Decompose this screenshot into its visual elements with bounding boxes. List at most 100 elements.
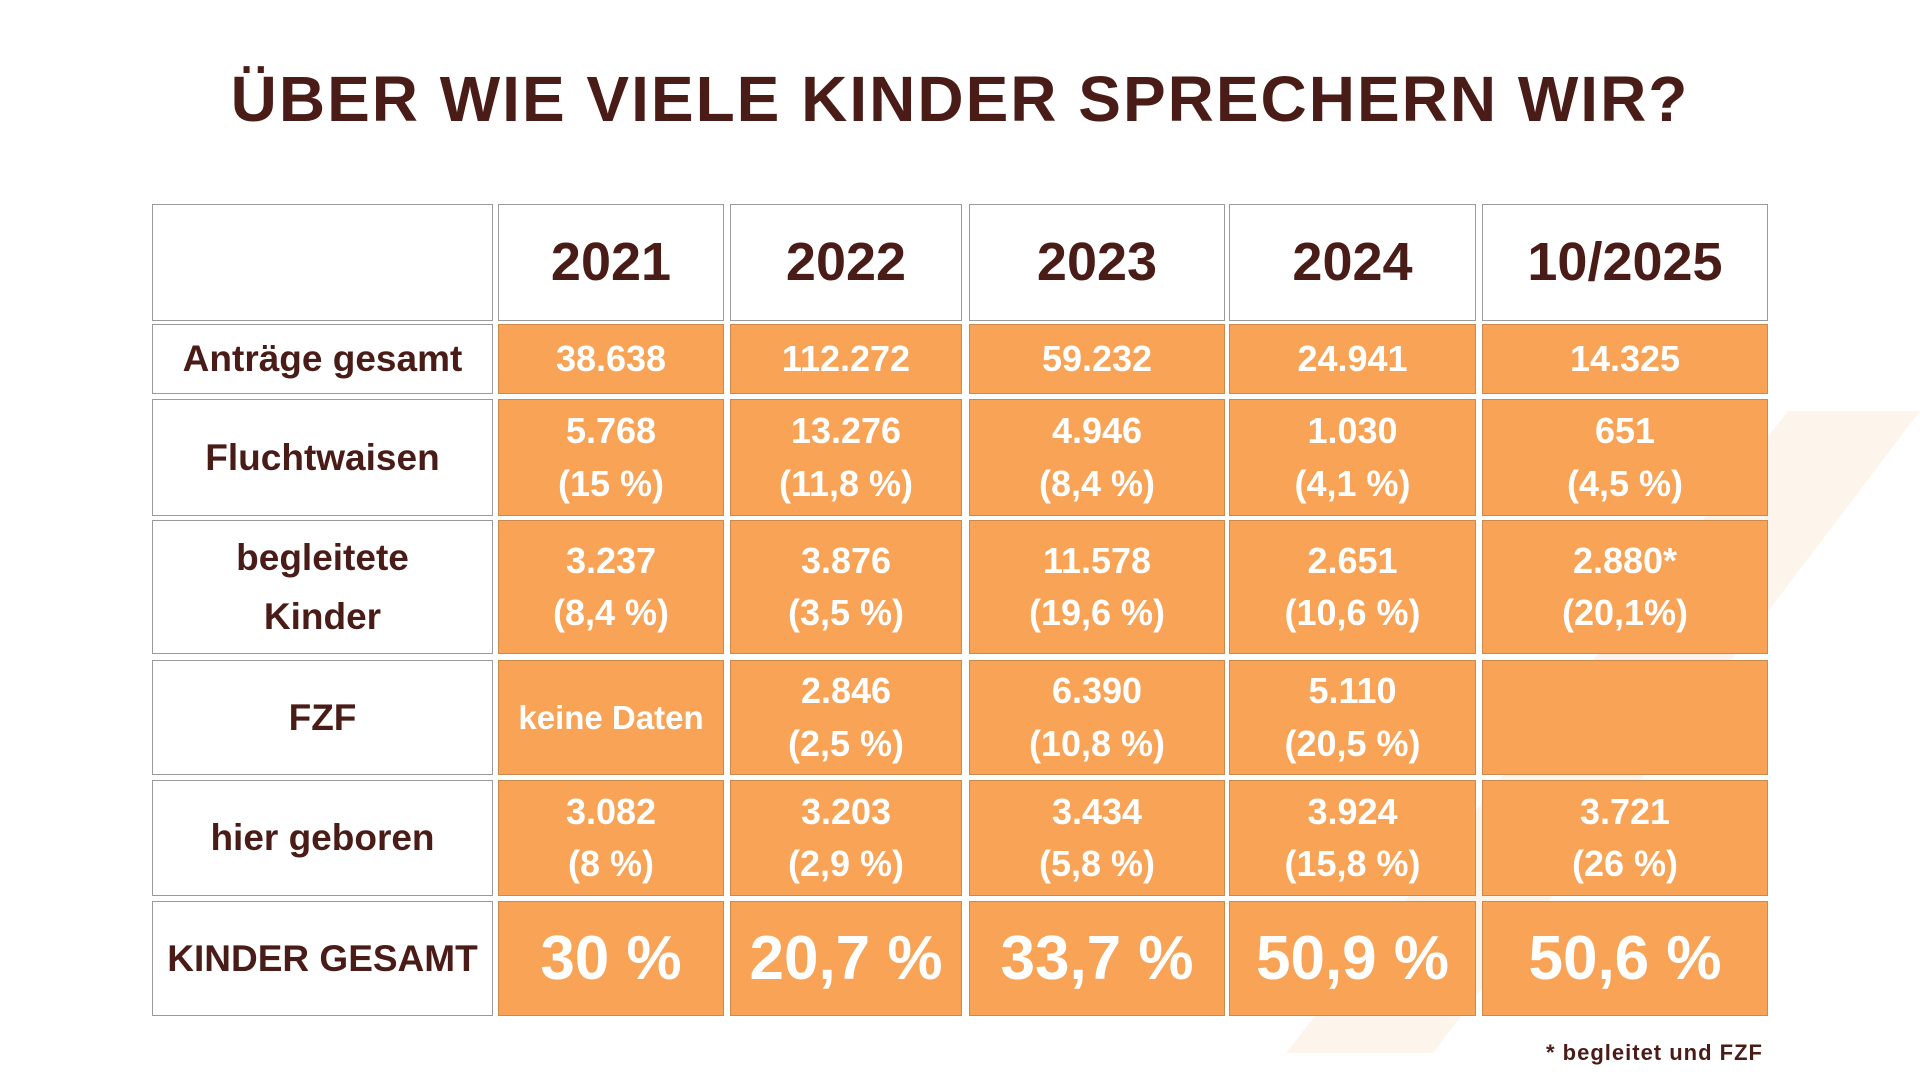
data-cell: 2.846 (2,5 %) bbox=[730, 660, 962, 775]
cell-text: 38.638 bbox=[555, 337, 667, 379]
cell-text: (20,5 %) bbox=[1284, 722, 1421, 764]
row-label-text: Anträge gesamt bbox=[182, 338, 463, 380]
cell-text: 112.272 bbox=[781, 337, 911, 379]
row-label-text: begleitete bbox=[236, 536, 409, 578]
data-cell: keine Daten bbox=[498, 660, 724, 775]
cell-text: 2.880* bbox=[1572, 539, 1678, 581]
cell-text: 13.276 bbox=[790, 410, 902, 452]
cell-text: 33,7 % bbox=[1000, 923, 1194, 993]
data-cell: 6.390 (10,8 %) bbox=[969, 660, 1225, 775]
column-header: 2021 bbox=[498, 204, 724, 321]
row-label: KINDER GESAMT bbox=[152, 901, 493, 1016]
cell-text: 2.846 bbox=[800, 670, 892, 712]
row-label: hier geboren bbox=[152, 780, 493, 896]
data-cell: 3.082 (8 %) bbox=[498, 780, 724, 896]
cell-text: 4.946 bbox=[1051, 410, 1143, 452]
cell-text: 24.941 bbox=[1297, 337, 1408, 379]
column-header: 10/2025 bbox=[1482, 204, 1768, 321]
row-label-text: FZF bbox=[288, 696, 357, 738]
data-cell: 2.651 (10,6 %) bbox=[1229, 520, 1476, 654]
row-label-text: hier geboren bbox=[210, 817, 435, 859]
cell-text: (15 %) bbox=[557, 462, 665, 504]
title: ÜBER WIE VIELE KINDER SPRECHERN WIR? bbox=[230, 63, 1690, 135]
data-cell: 50,6 % bbox=[1482, 901, 1768, 1016]
data-cell: 4.946 (8,4 %) bbox=[969, 399, 1225, 516]
data-cell: 5.110 (20,5 %) bbox=[1229, 660, 1476, 775]
cell-text: 3.237 bbox=[565, 539, 657, 581]
cell-text: 3.082 bbox=[565, 790, 657, 832]
cell-text: (8,4 %) bbox=[1038, 462, 1156, 504]
cell-text: 6.390 bbox=[1051, 670, 1143, 712]
data-cell: 3.721 (26 %) bbox=[1482, 780, 1768, 896]
cell-text: (11,8 %) bbox=[778, 462, 914, 504]
cell-text: 3.434 bbox=[1051, 790, 1143, 832]
cell-text: 59.232 bbox=[1041, 337, 1153, 379]
cell-text: 20,7 % bbox=[749, 923, 943, 993]
data-cell: 3.434 (5,8 %) bbox=[969, 780, 1225, 896]
data-cell: 3.924 (15,8 %) bbox=[1229, 780, 1476, 896]
data-cell: 59.232 bbox=[969, 324, 1225, 394]
data-cell: 38.638 bbox=[498, 324, 724, 394]
data-cell bbox=[1482, 660, 1768, 775]
footnote: * begleitet und FZF bbox=[1546, 1040, 1763, 1065]
cell-text: 651 bbox=[1594, 410, 1656, 452]
data-cell: 30 % bbox=[498, 901, 724, 1016]
cell-text: 14.325 bbox=[1569, 337, 1681, 379]
data-cell: 20,7 % bbox=[730, 901, 962, 1016]
cell-text: 50,6 % bbox=[1528, 923, 1722, 993]
cell-text: (10,8 %) bbox=[1028, 722, 1166, 764]
cell-text: (10,6 %) bbox=[1284, 592, 1421, 633]
cell-text: 2.651 bbox=[1307, 539, 1398, 581]
row-label: begleitete Kinder bbox=[152, 520, 493, 654]
corner-cell bbox=[152, 204, 493, 321]
cell-text: 50,9 % bbox=[1255, 923, 1450, 993]
data-cell: 1.030 (4,1 %) bbox=[1229, 399, 1476, 516]
cell-text: 30 % bbox=[540, 923, 682, 993]
data-cell: 24.941 bbox=[1229, 324, 1476, 394]
cell-text: 3.721 bbox=[1579, 790, 1671, 832]
cell-text: 11.578 bbox=[1042, 539, 1152, 581]
column-header-text: 2023 bbox=[1036, 232, 1158, 293]
data-cell: 33,7 % bbox=[969, 901, 1225, 1016]
row-label-text: Kinder bbox=[263, 596, 382, 637]
column-header: 2022 bbox=[730, 204, 962, 321]
row-label: Fluchtwaisen bbox=[152, 399, 493, 516]
cell-text: (2,5 %) bbox=[787, 722, 905, 764]
column-header: 2023 bbox=[969, 204, 1225, 321]
data-cell: 50,9 % bbox=[1229, 901, 1476, 1016]
cell-text: 3.876 bbox=[800, 539, 892, 581]
data-cell: 11.578 (19,6 %) bbox=[969, 520, 1225, 654]
cell-text: (4,5 %) bbox=[1566, 462, 1684, 504]
data-cell: 14.325 bbox=[1482, 324, 1768, 394]
data-cell: 5.768 (15 %) bbox=[498, 399, 724, 516]
row-label: FZF bbox=[152, 660, 493, 775]
cell-text: 3.203 bbox=[800, 790, 892, 832]
cell-text: (19,6 %) bbox=[1028, 592, 1166, 633]
row-label-text: Fluchtwaisen bbox=[205, 436, 440, 478]
cell-text: (26 %) bbox=[1571, 843, 1679, 884]
cell-text: (20,1%) bbox=[1561, 592, 1689, 633]
column-header-text: 10/2025 bbox=[1527, 232, 1723, 293]
cell-text: keine Daten bbox=[518, 698, 704, 736]
data-cell: 13.276 (11,8 %) bbox=[730, 399, 962, 516]
data-cell: 112.272 bbox=[730, 324, 962, 394]
column-header-text: 2024 bbox=[1292, 232, 1413, 293]
cell-text: (5,8 %) bbox=[1038, 843, 1156, 884]
column-header-text: 2021 bbox=[550, 232, 672, 293]
cell-text: (8,4 %) bbox=[552, 592, 670, 633]
row-label: Anträge gesamt bbox=[152, 324, 493, 394]
cell-text: (8 %) bbox=[567, 843, 654, 884]
column-header: 2024 bbox=[1229, 204, 1476, 321]
data-cell: 3.876 (3,5 %) bbox=[730, 520, 962, 654]
cell-text: (4,1 %) bbox=[1294, 462, 1411, 504]
data-cell: 3.203 (2,9 %) bbox=[730, 780, 962, 896]
cell-text: (3,5 %) bbox=[787, 592, 905, 633]
data-cell: 3.237 (8,4 %) bbox=[498, 520, 724, 654]
cell-text: 5.110 bbox=[1308, 670, 1397, 712]
cell-text: (2,9 %) bbox=[787, 843, 905, 884]
data-cell: 2.880* (20,1%) bbox=[1482, 520, 1768, 654]
cell-text: 1.030 bbox=[1307, 410, 1398, 452]
cell-text: 5.768 bbox=[565, 410, 657, 452]
row-label-text: KINDER GESAMT bbox=[167, 937, 478, 979]
